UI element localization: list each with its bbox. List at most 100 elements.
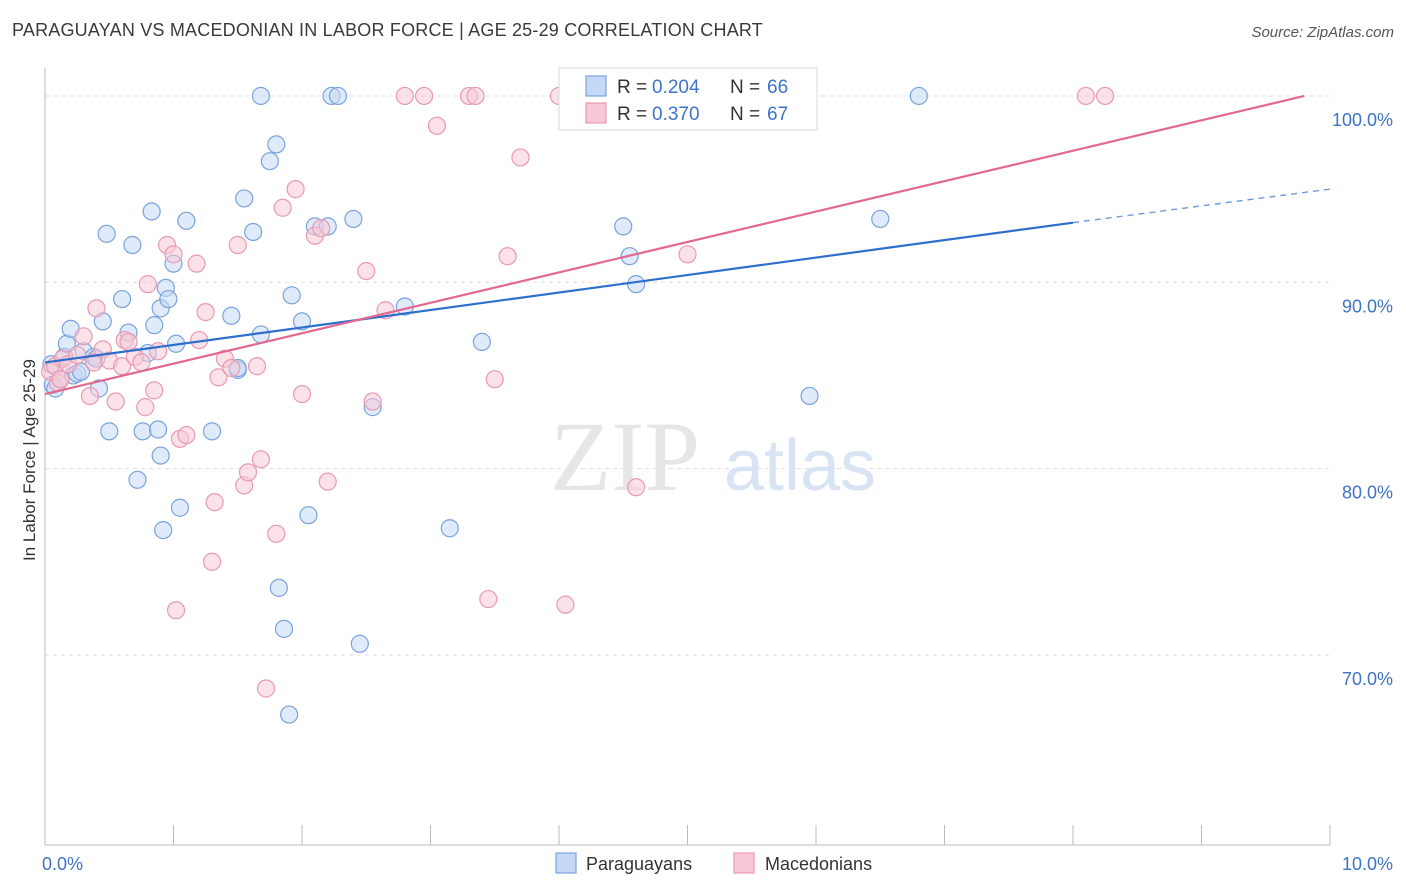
paraguayan-point [112, 289, 132, 309]
legend-r-value-1: 0.204 [652, 77, 700, 98]
macedonian-point [177, 425, 196, 445]
macedonian-point [166, 601, 186, 620]
paraguayan-point [251, 86, 270, 106]
paraguayan-point [142, 202, 161, 221]
y-tick-label: 90.0% [1342, 296, 1393, 316]
macedonian-point [678, 245, 697, 264]
legend-n-value-2: 67 [767, 104, 788, 125]
paraguayan-point [328, 86, 348, 106]
chart-title: PARAGUAYAN VS MACEDONIAN IN LABOR FORCE … [12, 20, 763, 40]
y-tick-label: 70.0% [1342, 669, 1393, 689]
macedonian-point [626, 478, 646, 497]
legend-r-label-2: R = [617, 104, 647, 125]
x-tick-label: 10.0% [1342, 854, 1393, 874]
paraguayan-point [344, 209, 363, 229]
macedonian-point [106, 392, 125, 411]
legend-r-value-2: 0.370 [652, 104, 700, 125]
paraguayan-point [472, 332, 491, 352]
series-legend: Paraguayans Macedonians [555, 852, 872, 874]
paraguayan-point [800, 386, 819, 406]
macedonian-point [68, 345, 87, 365]
paraguayan-point [100, 422, 119, 441]
paraguayan-point [123, 235, 142, 255]
paraguayan-point [235, 189, 254, 208]
macedonian-point [511, 148, 530, 167]
paraguayan-point [280, 705, 299, 724]
macedonian-point [209, 368, 228, 387]
paraguayan-point [145, 316, 164, 335]
macedonian-point [74, 327, 93, 346]
macedonian-point [363, 392, 382, 411]
legend-n-label-2: N = [730, 104, 760, 125]
paraguayan-point [159, 289, 178, 309]
paraguayan-point [202, 422, 222, 441]
macedonian-point [247, 357, 267, 376]
paraguayan-point [133, 422, 152, 441]
macedonian-point [273, 198, 292, 217]
macedonian-point [251, 450, 270, 469]
legend-swatch-macedonians [585, 102, 607, 124]
paraguayan-trend-extension [1072, 188, 1331, 224]
paraguayan-point [440, 519, 459, 538]
paraguayan-point [97, 224, 116, 243]
paraguayan-point [626, 275, 646, 294]
paraguayan-point [292, 312, 312, 331]
macedonian-point [292, 384, 312, 404]
macedonian-point [395, 86, 414, 106]
legend-swatch-paraguayans [585, 75, 607, 97]
paraguayan-point [154, 521, 173, 540]
macedonian-point [222, 358, 241, 378]
paraguayan-point [260, 152, 279, 171]
paraguayan-point [267, 135, 286, 154]
macedonian-point [414, 86, 434, 106]
legend-n-label-1: N = [730, 77, 760, 98]
paraguayan-point [299, 506, 318, 525]
macedonian-point [228, 235, 247, 255]
macedonian-point [318, 472, 337, 491]
paraguayan-point [614, 217, 633, 236]
y-tick-label: 100.0% [1332, 110, 1393, 130]
macedonian-point [466, 86, 485, 106]
paraguayan-trend-line [44, 221, 1074, 364]
paraguayan-point [151, 446, 170, 465]
macedonian-point [498, 247, 517, 266]
macedonian-point [187, 254, 206, 273]
macedonian-point [312, 219, 331, 238]
macedonian-point [80, 386, 100, 406]
macedonian-point [196, 302, 215, 322]
paraguayan-point [170, 498, 190, 517]
macedonian-point [132, 353, 151, 372]
macedonian-point [556, 595, 575, 614]
watermark-atlas: atlas [724, 426, 876, 506]
stats-legend: R = 0.204 N = 66 R = 0.370 N = 67 [558, 67, 818, 131]
macedonian-point [51, 370, 70, 389]
macedonian-point [145, 381, 164, 400]
legend-r-label-1: R = [617, 77, 647, 98]
bottom-legend-label-paraguayans: Paraguayans [586, 854, 692, 874]
macedonian-point [238, 463, 258, 482]
macedonian-point [138, 275, 157, 294]
paraguayan-point [871, 209, 890, 229]
macedonian-point [1076, 86, 1095, 106]
macedonian-point [164, 245, 183, 264]
macedonian-point [112, 357, 132, 376]
watermark-zip: ZIP [550, 401, 700, 512]
bottom-legend-swatch-macedonians [733, 852, 755, 874]
paraguayan-point [222, 306, 241, 325]
macedonian-point [479, 589, 498, 609]
paraguayan-point [148, 420, 168, 439]
macedonian-point [267, 524, 286, 543]
macedonian-point [87, 299, 106, 318]
legend-n-value-1: 66 [767, 77, 788, 98]
source-label: Source: ZipAtlas.com [1251, 24, 1394, 41]
y-tick-label: 80.0% [1342, 483, 1393, 503]
macedonian-point [202, 552, 222, 571]
paraguayan-point [269, 578, 288, 597]
paraguayan-point [350, 634, 369, 653]
macedonian-point [427, 116, 447, 135]
macedonian-point [205, 493, 224, 512]
paraguayan-point [282, 286, 301, 305]
bottom-legend-swatch-paraguayans [555, 852, 577, 874]
macedonian-point [485, 370, 504, 389]
